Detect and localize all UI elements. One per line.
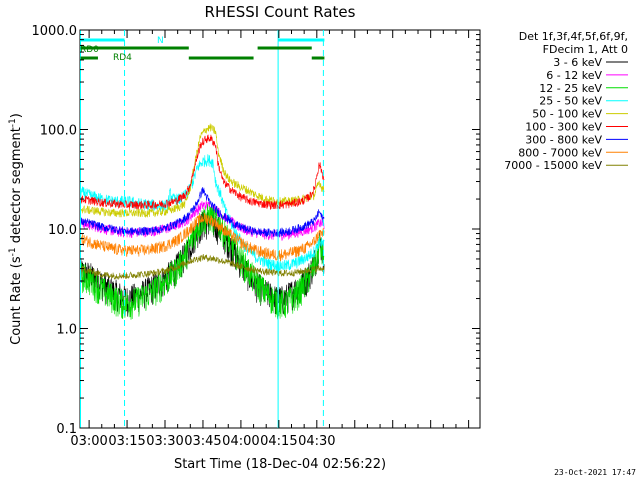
- x-tick-label-5: 04:15: [260, 434, 297, 449]
- legend-label-1: 6 - 12 keV: [546, 69, 602, 82]
- legend-label-3: 25 - 50 keV: [539, 95, 602, 108]
- x-axis: 03:00 03:15 03:30 03:45 04:00 04:15 04:30: [70, 30, 470, 449]
- y-axis-label: Count Rate (s-1 detector segment-1): [8, 113, 24, 345]
- render-timestamp: 23-Oct-2021 17:47: [554, 468, 636, 477]
- legend-label-2: 12 - 25 keV: [539, 82, 602, 95]
- legend-label-6: 300 - 800 keV: [525, 133, 602, 146]
- y-tick-label-3: 1.0: [56, 323, 77, 338]
- y-tick-label-0: 1000.0: [32, 24, 78, 39]
- flag-label-RD0: RD0: [80, 45, 99, 55]
- x-tick-label-4: 04:00: [222, 434, 259, 449]
- flag-label-RD4: RD4: [113, 53, 132, 63]
- x-tick-label-2: 03:30: [146, 434, 183, 449]
- y-axis: 1000.0 100.0 10.0 1.0 0.1: [32, 24, 480, 437]
- series-line-5: [79, 134, 325, 210]
- series-line-4: [79, 123, 325, 218]
- series-line-6: [79, 187, 325, 238]
- flag-bars: N RD0 RD4: [80, 36, 325, 63]
- legend-label-5: 100 - 300 keV: [525, 121, 602, 134]
- x-axis-label: Start Time (18-Dec-04 02:56:22): [174, 457, 386, 472]
- y-tick-label-2: 10.0: [48, 223, 77, 238]
- legend-label-4: 50 - 100 keV: [532, 108, 602, 121]
- legend: Det 1f,3f,4f,5f,6f,9f,FDecim 1, Att 03 -…: [504, 30, 628, 172]
- x-tick-label-1: 03:15: [108, 434, 145, 449]
- legend-label-7: 800 - 7000 keV: [518, 146, 602, 159]
- flag-label-N: N: [157, 36, 164, 46]
- x-tick-label-0: 03:00: [70, 434, 107, 449]
- legend-label-0: 3 - 6 keV: [553, 56, 602, 69]
- y-tick-label-1: 100.0: [40, 124, 77, 139]
- series-line-8: [79, 253, 325, 281]
- legend-header-1: FDecim 1, Att 0: [543, 43, 628, 56]
- series-line-2: [79, 204, 325, 320]
- legend-label-8: 7000 - 15000 keV: [504, 159, 602, 172]
- x-tick-label-6: 04:30: [298, 434, 335, 449]
- y-tick-label-4: 0.1: [56, 422, 77, 437]
- series-line-7: [79, 212, 325, 262]
- x-tick-label-3: 03:45: [184, 434, 221, 449]
- chart-title: RHESSI Count Rates: [205, 3, 356, 21]
- series-line-3: [79, 154, 325, 272]
- legend-header-0: Det 1f,3f,4f,5f,6f,9f,: [519, 30, 628, 43]
